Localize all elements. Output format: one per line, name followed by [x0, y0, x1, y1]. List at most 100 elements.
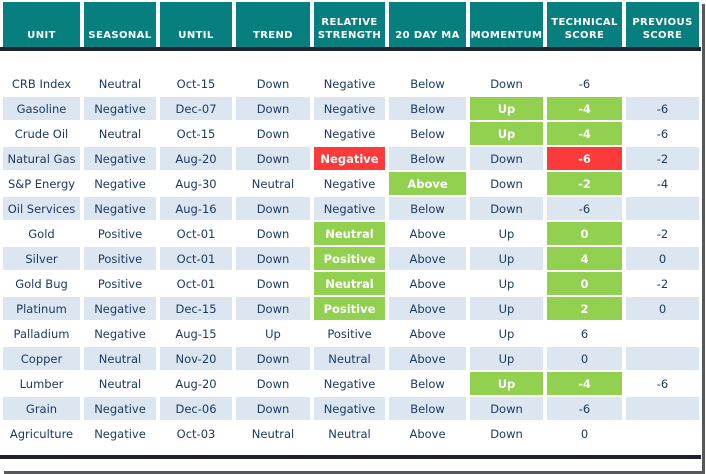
cell-previous-score — [626, 72, 699, 95]
column-header-unit: UNIT — [3, 2, 80, 47]
cell-relative-strength: Neutral — [314, 347, 385, 370]
cell-previous-score: -6 — [656, 126, 669, 141]
cell-20-day-ma: Above — [409, 326, 446, 341]
cell-momentum: Up — [470, 347, 543, 370]
cell-20-day-ma: Below — [389, 147, 466, 170]
cell-relative-strength: Negative — [314, 197, 385, 220]
header-divider-line — [0, 47, 701, 51]
cell-relative-strength: Positive — [314, 297, 385, 320]
table-row: Grain Negative Dec-06 Down Negative Below Down… — [3, 397, 700, 420]
cell-technical-score: -6 — [547, 147, 622, 170]
cell-trend: Down — [236, 147, 310, 170]
cell-trend: Down — [256, 126, 290, 141]
cell-relative-strength: Positive — [314, 247, 385, 270]
cell-until: Oct-15 — [176, 126, 216, 141]
cell-momentum: Down — [490, 76, 523, 91]
cell-unit: Lumber — [19, 376, 64, 391]
cell-relative-strength: Neutral — [314, 222, 385, 245]
cell-previous-score — [626, 397, 699, 420]
cell-until: Aug-15 — [175, 326, 217, 341]
cell-unit: Copper — [3, 347, 80, 370]
cell-until: Oct-15 — [176, 76, 216, 91]
column-header-technical-score: TECHNICAL SCORE — [547, 2, 622, 47]
cell-20-day-ma: Below — [410, 76, 445, 91]
cell-previous-score: -4 — [656, 176, 669, 191]
cell-previous-score: -2 — [626, 147, 699, 170]
cell-unit: Palladium — [13, 326, 70, 341]
cell-seasonal: Positive — [97, 226, 143, 241]
table-row: Platinum Negative Dec-15 Down Positive Above U… — [3, 297, 700, 320]
cell-20-day-ma: Above — [389, 172, 466, 195]
column-header-relative-strength: RELATIVE STRENGTH — [314, 2, 385, 47]
cell-technical-score: -4 — [547, 122, 622, 145]
cell-momentum: Up — [470, 297, 543, 320]
cell-20-day-ma: Below — [389, 197, 466, 220]
cell-until: Aug-16 — [160, 197, 232, 220]
cell-unit: S&P Energy — [7, 176, 76, 191]
cell-trend: Up — [265, 326, 281, 341]
cell-relative-strength: Negative — [323, 76, 376, 91]
table-row: Natural Gas Negative Aug-20 Down Negative Bel… — [3, 147, 700, 170]
cell-seasonal: Negative — [84, 197, 156, 220]
cell-seasonal: Negative — [94, 326, 146, 341]
cell-unit: Gold Bug — [15, 276, 68, 291]
cell-relative-strength: Neutral — [328, 426, 371, 441]
frame-shadow-bottom — [4, 471, 705, 474]
cell-technical-score: -4 — [547, 97, 622, 120]
cell-seasonal: Neutral — [84, 347, 156, 370]
table-row: Oil Services Negative Aug-16 Down Negative Be… — [3, 197, 700, 220]
cell-until: Oct-01 — [160, 247, 232, 270]
cell-momentum: Up — [498, 276, 515, 291]
cell-unit: Oil Services — [3, 197, 80, 220]
cell-20-day-ma: Below — [389, 397, 466, 420]
cell-relative-strength: Negative — [314, 97, 385, 120]
cell-20-day-ma: Above — [389, 247, 466, 270]
cell-previous-score — [626, 422, 699, 445]
cell-relative-strength: Negative — [314, 147, 385, 170]
cell-trend: Neutral — [251, 176, 295, 191]
cell-seasonal: Neutral — [98, 376, 142, 391]
cell-trend: Down — [256, 76, 290, 91]
cell-relative-strength: Positive — [327, 326, 372, 341]
cell-previous-score — [626, 347, 699, 370]
table-bottom-line — [0, 455, 701, 459]
table-row: Gold Positive Oct-01 Down Neutral Above Up 0 -2 — [3, 222, 700, 245]
cell-trend: Down — [236, 347, 310, 370]
table-row: CRB Index Neutral Oct-15 Down Negative Below D… — [3, 72, 700, 95]
cell-unit: Agriculture — [9, 426, 74, 441]
column-header-trend: TREND — [236, 2, 310, 47]
cell-20-day-ma: Below — [410, 376, 445, 391]
cell-seasonal: Neutral — [98, 126, 142, 141]
cell-momentum: Up — [470, 372, 543, 395]
bottom-spacer — [3, 447, 700, 455]
table-row: Palladium Negative Aug-15 Up Positive Above Up… — [3, 322, 700, 345]
cell-20-day-ma: Above — [409, 276, 446, 291]
table-row: Copper Neutral Nov-20 Down Neutral Above Up 0 — [3, 347, 700, 370]
cell-seasonal: Negative — [84, 397, 156, 420]
spacer-row — [3, 51, 700, 72]
cell-20-day-ma: Below — [389, 97, 466, 120]
table-header-row: UNIT SEASONAL UNTIL TREND RELATIVE STREN… — [3, 2, 700, 47]
cell-momentum: Down — [490, 426, 523, 441]
cell-technical-score: -6 — [578, 76, 591, 91]
cell-technical-score: 2 — [547, 297, 622, 320]
cell-20-day-ma: Above — [409, 226, 446, 241]
cell-seasonal: Negative — [84, 297, 156, 320]
cell-previous-score — [626, 322, 699, 345]
cell-trend: Down — [236, 297, 310, 320]
cell-momentum: Up — [470, 97, 543, 120]
cell-relative-strength: Negative — [323, 176, 376, 191]
cell-20-day-ma: Below — [410, 126, 445, 141]
table-row: Lumber Neutral Aug-20 Down Negative Below Up -4… — [3, 372, 700, 395]
commodity-score-table: UNIT SEASONAL UNTIL TREND RELATIVE STREN… — [0, 2, 701, 459]
cell-relative-strength: Negative — [314, 397, 385, 420]
cell-until: Dec-15 — [160, 297, 232, 320]
cell-until: Aug-30 — [175, 176, 217, 191]
cell-momentum: Up — [470, 247, 543, 270]
cell-seasonal: Negative — [84, 147, 156, 170]
cell-unit: Gold — [28, 226, 55, 241]
cell-relative-strength: Negative — [323, 376, 376, 391]
cell-momentum: Down — [470, 197, 543, 220]
cell-seasonal: Neutral — [98, 76, 142, 91]
